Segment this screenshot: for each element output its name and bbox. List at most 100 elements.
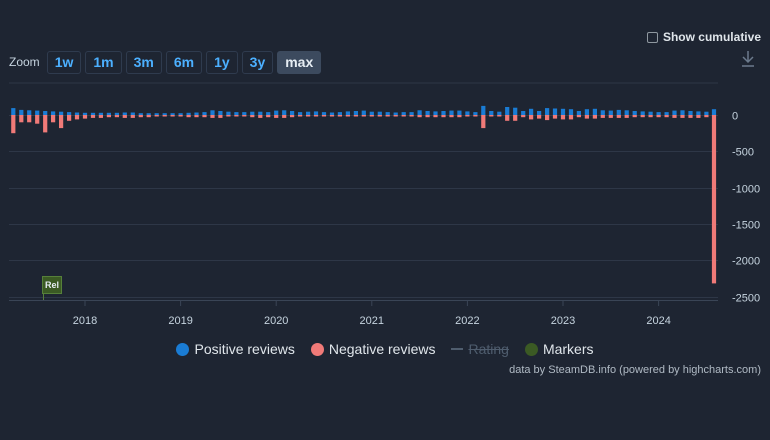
negative-bar: [377, 115, 382, 117]
chart-credits[interactable]: data by SteamDB.info (powered by highcha…: [509, 364, 761, 376]
negative-bar: [465, 115, 470, 117]
negative-bar: [202, 115, 207, 118]
negative-bar: [218, 115, 223, 118]
negative-bar: [433, 115, 438, 118]
positive-bar: [59, 111, 64, 115]
positive-bar: [19, 109, 24, 115]
negative-bar: [521, 115, 526, 118]
positive-bar: [576, 111, 581, 115]
positive-bar: [537, 111, 542, 115]
zoom-3y-button[interactable]: 3y: [241, 50, 274, 74]
positive-bar: [433, 111, 438, 115]
positive-bar: [521, 111, 526, 115]
markers-dot-icon: [524, 342, 538, 356]
positive-bar: [226, 111, 231, 115]
zoom-1m-button[interactable]: 1m: [85, 50, 122, 74]
x-tick-label: 2023: [551, 315, 575, 327]
negative-bar: [226, 115, 231, 117]
positive-bar: [616, 109, 621, 115]
negative-bar: [59, 115, 64, 129]
negative-bar: [497, 115, 502, 117]
negative-bar: [640, 115, 645, 118]
positive-bar: [43, 111, 48, 115]
positive-bar: [11, 108, 16, 115]
zoom-3m-button[interactable]: 3m: [125, 50, 162, 74]
positive-bar: [258, 111, 263, 115]
negative-bar: [513, 115, 518, 121]
negative-bar: [337, 115, 342, 117]
legend-negative[interactable]: Negative reviews: [310, 341, 435, 357]
negative-bar: [409, 115, 414, 117]
legend-markers[interactable]: Markers: [524, 341, 594, 357]
negative-bar: [672, 115, 677, 118]
x-tick-label: 2024: [646, 315, 670, 327]
positive-bar: [298, 112, 303, 115]
positive-bar: [266, 112, 271, 115]
y-axis: 0 -500 -1000 -1500 -2000 -2500: [732, 111, 760, 305]
grid: [9, 82, 718, 298]
x-tick-label: 2020: [264, 315, 288, 327]
negative-bar: [711, 115, 717, 284]
positive-bar: [162, 113, 167, 115]
negative-bar: [608, 115, 613, 118]
negative-bar: [67, 115, 72, 121]
positive-bar: [640, 111, 645, 115]
positive-bar: [27, 110, 32, 115]
positive-bar: [186, 112, 191, 115]
release-marker-flag[interactable]: Rel: [42, 276, 62, 294]
positive-bar: [505, 107, 510, 115]
positive-bar: [242, 112, 247, 115]
positive-bar: [648, 111, 653, 115]
negative-bar: [170, 115, 175, 117]
x-tick-label: 2021: [360, 315, 384, 327]
negative-bar: [537, 115, 542, 119]
chart-legend: Positive reviews Negative reviews Rating…: [0, 341, 770, 357]
negative-bar: [82, 115, 88, 119]
show-cumulative-toggle[interactable]: Show cumulative: [646, 30, 761, 44]
positive-bar: [321, 112, 327, 115]
negative-bar: [385, 115, 390, 117]
zoom-1y-button[interactable]: 1y: [206, 50, 238, 74]
negative-bar: [98, 115, 103, 118]
download-icon[interactable]: [740, 50, 756, 73]
positive-bar: [417, 110, 422, 115]
negative-bar: [552, 115, 558, 119]
positive-bar: [369, 111, 374, 115]
negative-bar: [584, 115, 589, 119]
negative-bar: [298, 115, 303, 117]
negative-bar: [242, 115, 247, 117]
negative-bar: [457, 115, 462, 118]
positive-bar: [82, 112, 88, 115]
negative-bar: [393, 115, 398, 117]
negative-bar: [664, 115, 669, 118]
zoom-6m-button[interactable]: 6m: [165, 50, 203, 74]
positive-bar: [345, 111, 350, 115]
negative-bar: [592, 115, 597, 119]
zoom-max-button[interactable]: max: [277, 50, 322, 74]
positive-bar: [218, 111, 223, 115]
positive-bar: [250, 111, 255, 115]
zoom-1w-button[interactable]: 1w: [46, 50, 82, 74]
y-tick-label: -2500: [732, 293, 760, 305]
negative-bar: [43, 115, 48, 133]
positive-bar: [560, 108, 566, 115]
legend-rating[interactable]: Rating: [451, 341, 509, 357]
positive-bar: [680, 110, 685, 115]
negative-bar: [529, 115, 534, 120]
cumulative-label: Show cumulative: [662, 30, 761, 44]
legend-positive[interactable]: Positive reviews: [176, 341, 295, 357]
positive-bar: [306, 111, 311, 115]
negative-bar: [51, 115, 56, 123]
negative-bar: [489, 115, 494, 117]
positive-bar: [568, 109, 574, 115]
positive-bar: [600, 110, 605, 115]
positive-bar: [130, 112, 135, 115]
positive-bar: [688, 111, 693, 115]
positive-bar: [401, 112, 406, 115]
rating-line-icon: [451, 348, 464, 350]
negative-bar: [122, 115, 127, 118]
negative-bar: [568, 115, 574, 120]
negative-bar: [90, 115, 96, 118]
positive-bar: [114, 112, 119, 115]
cumulative-checkbox[interactable]: [646, 31, 658, 43]
